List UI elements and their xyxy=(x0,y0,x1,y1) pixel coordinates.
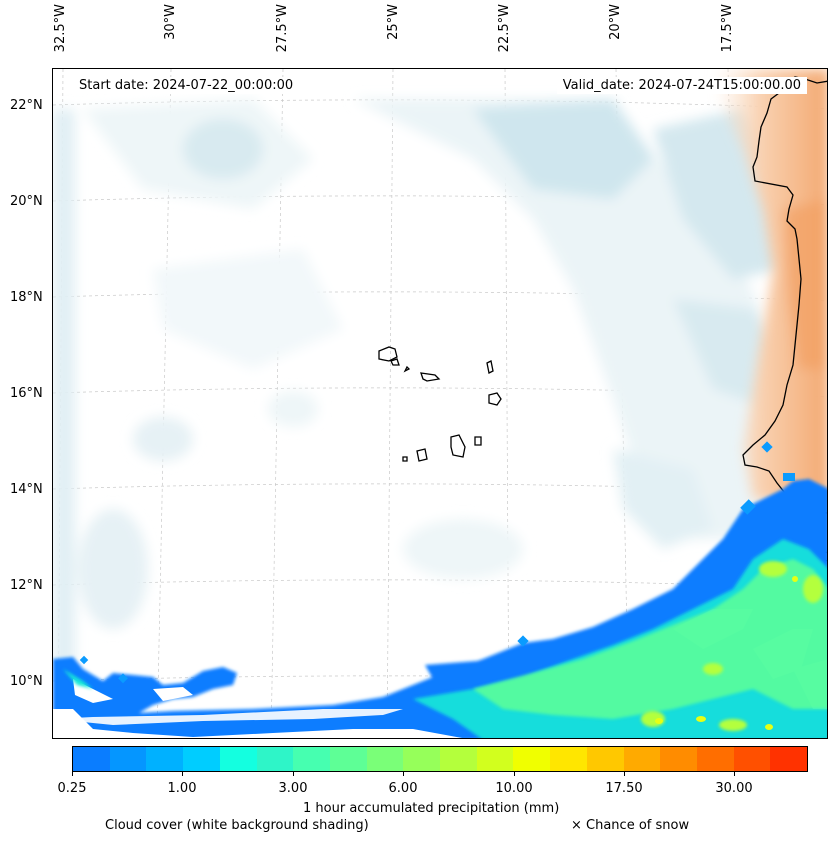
colorbar-swatch xyxy=(73,747,110,771)
colorbar-tick-mark xyxy=(182,772,183,776)
lon-label-30w: 30°W xyxy=(163,4,178,40)
colorbar-tick-3-00: 3.00 xyxy=(278,781,308,796)
lon-label-32-5w: 32.5°W xyxy=(53,4,68,53)
colorbar-swatch xyxy=(146,747,184,771)
colorbar-tick-mark xyxy=(624,772,625,776)
land-shading xyxy=(713,69,827,509)
colorbar-swatch xyxy=(440,747,477,771)
lat-label-10n: 10°N xyxy=(10,674,43,689)
colorbar-swatch xyxy=(660,747,697,771)
colorbar-tick-mark xyxy=(72,772,73,776)
colorbar-tick-mark xyxy=(403,772,404,776)
colorbar-swatch xyxy=(476,747,514,771)
colorbar-swatch xyxy=(293,747,330,771)
colorbar-swatch xyxy=(109,747,147,771)
lat-label-20n: 20°N xyxy=(10,194,43,209)
colorbar-swatch xyxy=(219,747,257,771)
colorbar-swatch xyxy=(256,747,294,771)
valid-date-label: Valid_date: 2024-07-24T15:00:00.00 xyxy=(556,77,807,94)
colorbar-tick-10-00: 10.00 xyxy=(495,781,533,796)
cape-verde-islands xyxy=(378,346,502,462)
lon-label-27-5w: 27.5°W xyxy=(275,4,290,53)
colorbar-swatch xyxy=(770,747,808,771)
lon-label-20w: 20°W xyxy=(608,4,623,40)
lon-label-17-5w: 17.5°W xyxy=(720,4,735,53)
lat-label-18n: 18°N xyxy=(10,290,43,305)
lon-label-25w: 25°W xyxy=(386,4,401,40)
cloud-cover-shading xyxy=(53,99,813,669)
colorbar-tick-1-00: 1.00 xyxy=(167,781,197,796)
colorbar-label: 1 hour accumulated precipitation (mm) xyxy=(303,801,560,816)
colorbar-swatch xyxy=(329,747,367,771)
colorbar-swatch xyxy=(623,747,661,771)
precipitation-colorbar xyxy=(72,746,808,772)
colorbar-swatch xyxy=(733,747,771,771)
colorbar-tick-6-00: 6.00 xyxy=(388,781,418,796)
snow-legend: × Chance of snow xyxy=(571,818,690,833)
colorbar-swatch xyxy=(586,747,624,771)
colorbar-tick-mark xyxy=(734,772,735,776)
colorbar-swatch xyxy=(550,747,587,771)
africa-coastline xyxy=(742,76,827,514)
colorbar-tick-30-00: 30.00 xyxy=(715,781,753,796)
cloud-cover-legend: Cloud cover (white background shading) xyxy=(105,818,369,833)
colorbar-swatch xyxy=(696,747,734,771)
lat-label-22n: 22°N xyxy=(10,98,43,113)
map-canvas xyxy=(53,69,827,738)
map-panel[interactable]: Start date: 2024-07-22_00:00:00 Valid_da… xyxy=(52,68,828,739)
start-date-label: Start date: 2024-07-22_00:00:00 xyxy=(73,77,300,94)
colorbar-tick-0-25: 0.25 xyxy=(57,781,87,796)
precipitation-field xyxy=(53,441,827,738)
colorbar-swatch xyxy=(403,747,441,771)
colorbar-swatch xyxy=(183,747,220,771)
lat-label-14n: 14°N xyxy=(10,482,43,497)
lat-label-12n: 12°N xyxy=(10,578,43,593)
colorbar-swatch xyxy=(366,747,404,771)
colorbar-swatch xyxy=(513,747,551,771)
colorbar-tick-mark xyxy=(293,772,294,776)
lon-label-22-5w: 22.5°W xyxy=(497,4,512,53)
colorbar-tick-17-50: 17.50 xyxy=(605,781,643,796)
lat-label-16n: 16°N xyxy=(10,386,43,401)
colorbar-tick-mark xyxy=(514,772,515,776)
